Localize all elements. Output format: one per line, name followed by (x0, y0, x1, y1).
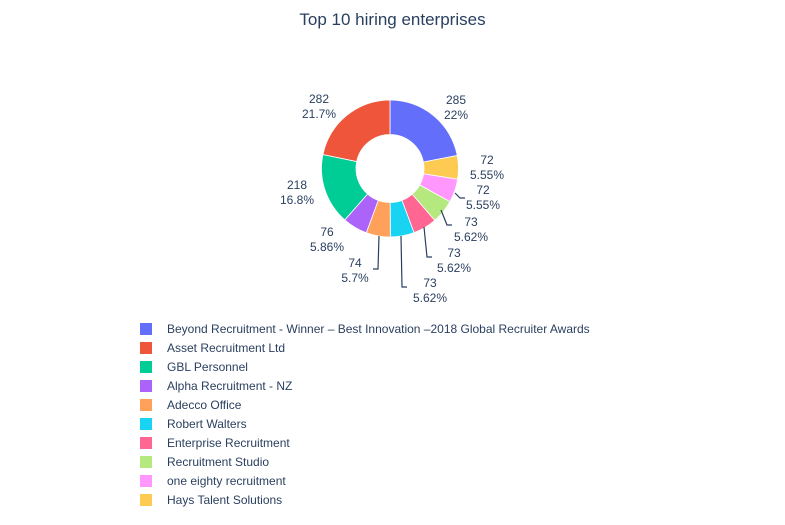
slice-value-label: 72 (480, 153, 494, 167)
legend-swatch (140, 398, 152, 411)
legend-label: Recruitment Studio (167, 454, 270, 469)
slice-label: 218 16.8% (280, 178, 314, 207)
label-leader-line (423, 226, 432, 258)
legend-swatch (140, 474, 152, 487)
slice-label: 73 5.62% (437, 246, 471, 275)
slice-label: 76 5.86% (310, 225, 344, 254)
legend-swatch (140, 493, 152, 506)
slice-label: 72 5.55% (466, 183, 500, 212)
legend-label: Beyond Recruitment - Winner – Best Innov… (167, 321, 590, 336)
legend-swatch (140, 436, 152, 449)
legend-label: Enterprise Recruitment (167, 435, 290, 450)
slice-value-label: 285 (446, 93, 466, 107)
legend-swatch (140, 360, 152, 373)
slice-percent-label: 5.62% (437, 261, 471, 275)
slice-percent-label: 5.55% (470, 168, 504, 182)
slice-percent-label: 16.8% (280, 193, 314, 207)
slice-percent-label: 5.62% (413, 291, 447, 305)
slice-value-label: 73 (464, 215, 478, 229)
legend-item[interactable]: Hays Talent Solutions (140, 490, 590, 509)
legend-label: Alpha Recruitment - NZ (167, 378, 293, 393)
slice-value-label: 73 (447, 246, 461, 260)
legend-swatch (140, 455, 152, 468)
slice-label: 72 5.55% (470, 153, 504, 182)
slice-value-label: 282 (309, 92, 329, 106)
slice-percent-label: 5.7% (341, 271, 369, 285)
slice-label: 73 5.62% (413, 276, 447, 305)
label-leader-line (454, 192, 465, 199)
legend-item[interactable]: Robert Walters (140, 414, 590, 433)
label-leader-line (400, 235, 407, 288)
slice-percent-label: 5.86% (310, 240, 344, 254)
legend-item[interactable]: Asset Recruitment Ltd (140, 338, 590, 357)
slice-value-label: 76 (320, 225, 334, 239)
legend-item[interactable]: GBL Personnel (140, 357, 590, 376)
legend-item[interactable]: Adecco Office (140, 395, 590, 414)
legend-item[interactable]: one eighty recruitment (140, 471, 590, 490)
slice-label: 73 5.62% (454, 215, 488, 244)
legend-label: Adecco Office (167, 397, 242, 412)
slice-percent-label: 5.62% (454, 230, 488, 244)
legend-swatch (140, 322, 152, 335)
label-leader-line (440, 209, 452, 226)
slice-value-label: 73 (423, 276, 437, 290)
legend-swatch (140, 417, 152, 430)
legend-item[interactable]: Alpha Recruitment - NZ (140, 376, 590, 395)
legend-item[interactable]: Recruitment Studio (140, 452, 590, 471)
slice-percent-label: 21.7% (302, 107, 336, 121)
chart-title: Top 10 hiring enterprises (299, 10, 486, 29)
legend: Beyond Recruitment - Winner – Best Innov… (140, 319, 590, 509)
slice-label: 285 22% (444, 93, 468, 122)
slice-label: 74 5.7% (341, 256, 369, 285)
slice-value-label: 72 (476, 183, 490, 197)
legend-label: Robert Walters (167, 416, 247, 431)
slice-label: 282 21.7% (302, 92, 336, 121)
legend-item[interactable]: Beyond Recruitment - Winner – Best Innov… (140, 319, 590, 338)
legend-label: Asset Recruitment Ltd (167, 340, 286, 355)
slice-value-label: 218 (287, 178, 307, 192)
pie-slice[interactable] (322, 99, 391, 163)
slice-value-label: 74 (348, 256, 362, 270)
legend-label: GBL Personnel (167, 359, 248, 374)
label-leader-line (373, 235, 380, 270)
slice-percent-label: 5.55% (466, 198, 500, 212)
legend-swatch (140, 379, 152, 392)
legend-item[interactable]: Enterprise Recruitment (140, 433, 590, 452)
legend-label: one eighty recruitment (167, 473, 286, 488)
slice-percent-label: 22% (444, 108, 468, 122)
legend-swatch (140, 341, 152, 354)
legend-label: Hays Talent Solutions (167, 492, 283, 507)
